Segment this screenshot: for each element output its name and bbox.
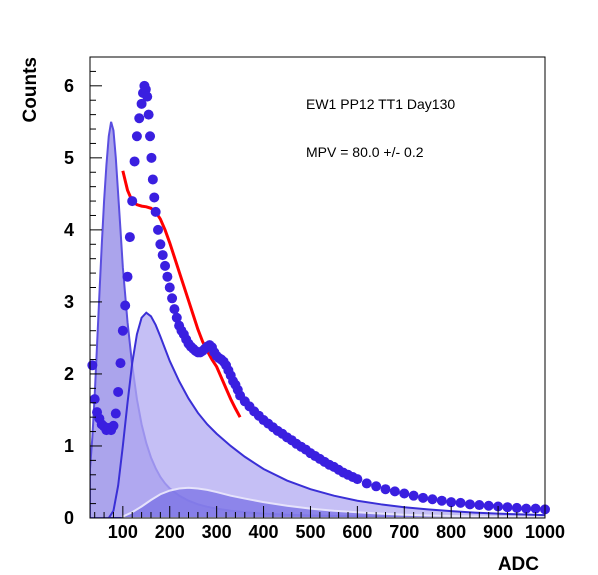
data-point <box>129 156 140 167</box>
x-tick-label: 300 <box>202 522 232 542</box>
data-point <box>113 386 124 397</box>
x-tick-label: 500 <box>295 522 325 542</box>
data-point <box>167 293 178 304</box>
y-tick-label: 2 <box>64 364 74 384</box>
data-point <box>399 488 410 499</box>
data-point <box>164 282 175 293</box>
data-point <box>171 312 182 323</box>
data-point <box>134 113 145 124</box>
data-points-group <box>87 80 550 515</box>
data-point <box>122 271 133 282</box>
x-tick-label: 1000 <box>525 522 565 542</box>
data-point <box>124 232 135 243</box>
data-point <box>530 503 541 514</box>
data-point <box>502 502 513 513</box>
data-point <box>150 206 161 217</box>
y-tick-label: 1 <box>64 436 74 456</box>
data-point <box>120 300 131 311</box>
data-point <box>160 260 171 271</box>
x-tick-label: 900 <box>483 522 513 542</box>
annotation-title: EW1 PP12 TT1 Day130 <box>306 96 455 112</box>
y-tick-label: 4 <box>64 220 74 240</box>
data-point <box>131 131 142 142</box>
data-point <box>157 250 168 261</box>
fit-line-group <box>121 170 242 418</box>
data-point <box>169 304 180 315</box>
data-point <box>153 224 164 235</box>
x-axis-title: ADC <box>498 554 539 575</box>
data-point <box>483 500 494 511</box>
data-point <box>87 360 98 371</box>
data-point <box>371 481 382 492</box>
area-series-4 <box>121 486 545 518</box>
data-point <box>389 486 400 497</box>
data-point <box>143 109 154 120</box>
data-point <box>380 484 391 495</box>
x-tick-label: 600 <box>342 522 372 542</box>
data-point <box>115 358 126 369</box>
y-tick-label: 5 <box>64 148 74 168</box>
data-point <box>474 500 485 511</box>
data-point <box>117 325 128 336</box>
data-point <box>127 196 138 207</box>
x-tick-label: 700 <box>389 522 419 542</box>
y-tick-label: 0 <box>64 508 74 528</box>
area-series-group <box>90 121 545 518</box>
data-point <box>145 131 156 142</box>
data-point <box>427 494 438 505</box>
area-series-3 <box>107 311 545 518</box>
data-point <box>149 192 160 203</box>
data-point <box>146 152 157 163</box>
data-point <box>352 474 363 485</box>
fit-line <box>121 170 242 418</box>
annotation-mpv: MPV = 80.0 +/- 0.2 <box>306 144 424 160</box>
y-axis-title: Counts <box>20 57 41 122</box>
data-point <box>511 502 522 513</box>
data-point <box>142 91 153 102</box>
x-tick-label: 400 <box>249 522 279 542</box>
data-point <box>89 394 100 405</box>
y-tick-label: 6 <box>64 76 74 96</box>
x-tick-label: 800 <box>436 522 466 542</box>
data-point <box>110 408 121 419</box>
data-point <box>408 490 419 501</box>
data-point <box>521 503 532 514</box>
data-point <box>464 499 475 510</box>
axis-ticks-group: 100 200 300 400 500 600 700 800 900 1000 0 1 2 3 4 5 6 <box>64 70 565 542</box>
x-tick-label: 100 <box>108 522 138 542</box>
data-point <box>436 495 447 506</box>
data-point <box>108 420 119 431</box>
data-point <box>418 492 429 503</box>
data-point <box>455 497 466 508</box>
data-point <box>155 239 166 250</box>
y-tick-label: 3 <box>64 292 74 312</box>
x-tick-label: 200 <box>155 522 185 542</box>
data-point <box>162 271 173 282</box>
data-point <box>136 98 147 109</box>
data-point <box>446 497 457 508</box>
data-point <box>147 174 158 185</box>
data-point <box>361 478 372 489</box>
